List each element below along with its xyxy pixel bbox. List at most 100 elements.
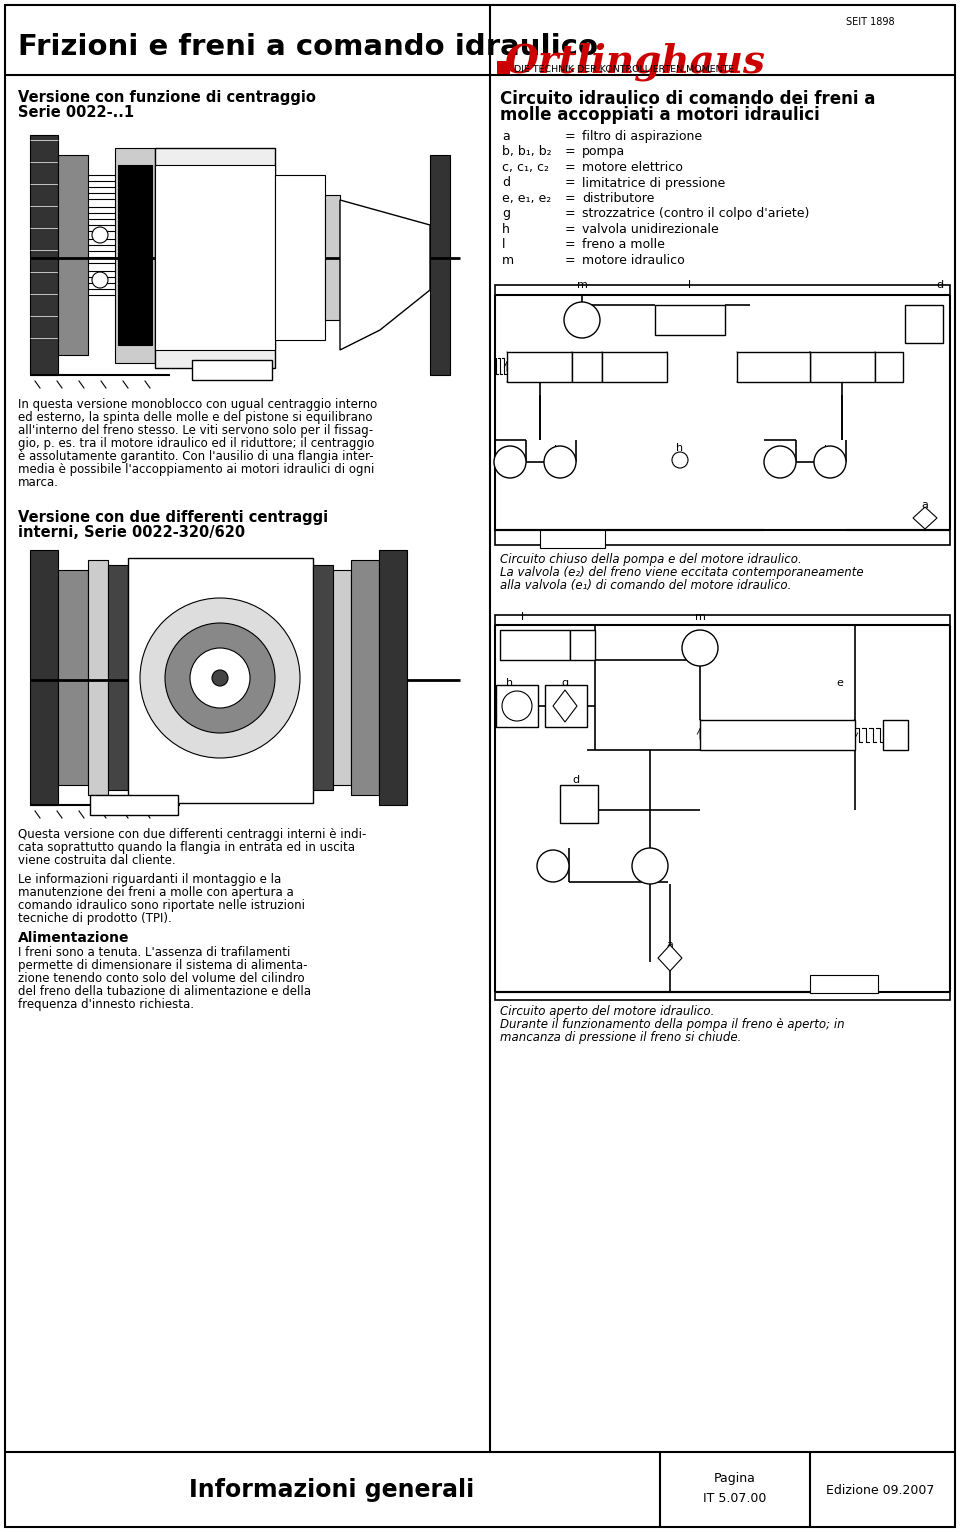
- Text: IT 5.07.00: IT 5.07.00: [704, 1492, 767, 1504]
- Text: all'interno del freno stesso. Le viti servono solo per il fissag-: all'interno del freno stesso. Le viti se…: [18, 424, 373, 437]
- Bar: [58, 570, 88, 784]
- Text: Versione con funzione di centraggio: Versione con funzione di centraggio: [18, 90, 316, 106]
- Text: SEIT 1898: SEIT 1898: [846, 17, 895, 28]
- Text: g: g: [502, 207, 510, 221]
- Bar: [192, 360, 272, 380]
- Text: M: M: [505, 457, 515, 467]
- Text: =: =: [564, 239, 575, 251]
- Circle shape: [494, 446, 526, 478]
- Bar: [58, 155, 88, 355]
- Circle shape: [564, 302, 600, 339]
- Bar: [118, 165, 152, 345]
- Bar: [655, 305, 725, 336]
- Text: b₁: b₁: [554, 444, 565, 455]
- Text: a: a: [922, 499, 928, 510]
- Circle shape: [165, 624, 275, 732]
- Text: tecniche di prodotto (TPI).: tecniche di prodotto (TPI).: [18, 912, 172, 925]
- Text: ed esterno, la spinta delle molle e del pistone si equilibrano: ed esterno, la spinta delle molle e del …: [18, 411, 372, 424]
- Text: motore idraulico: motore idraulico: [582, 254, 684, 267]
- Text: Pagina: Pagina: [714, 1472, 756, 1485]
- Text: manutenzione dei freni a molle con apertura a: manutenzione dei freni a molle con apert…: [18, 885, 294, 899]
- Circle shape: [92, 273, 108, 288]
- Text: Durante il funzionamento della pompa il freno è aperto; in: Durante il funzionamento della pompa il …: [500, 1017, 845, 1031]
- Text: =: =: [564, 254, 575, 267]
- Text: cata soprattutto quando la flangia in entrata ed in uscita: cata soprattutto quando la flangia in en…: [18, 841, 355, 853]
- Bar: [507, 352, 572, 381]
- Text: Frizioni e freni a comando idraulico: Frizioni e freni a comando idraulico: [18, 34, 598, 61]
- Text: e, e₁, e₂: e, e₁, e₂: [502, 192, 551, 205]
- Bar: [810, 352, 875, 381]
- Text: c, c₁, c₂: c, c₁, c₂: [502, 161, 549, 175]
- Text: Edizione 09.2007: Edizione 09.2007: [826, 1483, 934, 1497]
- Text: Bl.860: Bl.860: [826, 977, 863, 988]
- Circle shape: [764, 446, 796, 478]
- Bar: [700, 720, 855, 751]
- Circle shape: [92, 227, 108, 244]
- Circle shape: [632, 849, 668, 884]
- Text: h: h: [677, 443, 684, 453]
- Text: Informazioni generali: Informazioni generali: [189, 1478, 474, 1501]
- Text: a: a: [502, 130, 510, 142]
- Bar: [810, 974, 878, 993]
- Bar: [540, 530, 605, 548]
- Text: Versione con due differenti centraggi: Versione con due differenti centraggi: [18, 510, 328, 525]
- Text: =: =: [564, 130, 575, 142]
- Circle shape: [140, 597, 300, 758]
- Bar: [379, 550, 407, 804]
- Text: Questa versione con due differenti centraggi interni è indi-: Questa versione con due differenti centr…: [18, 827, 367, 841]
- Bar: [128, 558, 313, 803]
- Bar: [602, 352, 667, 381]
- Text: è assolutamente garantito. Con l'ausilio di una flangia inter-: è assolutamente garantito. Con l'ausilio…: [18, 450, 373, 463]
- Polygon shape: [913, 507, 937, 529]
- Text: b₂: b₂: [825, 444, 836, 455]
- Polygon shape: [553, 689, 577, 722]
- Bar: [560, 784, 598, 823]
- Bar: [905, 305, 943, 343]
- Bar: [313, 565, 333, 791]
- Text: interni, Serie 0022-320/620: interni, Serie 0022-320/620: [18, 525, 245, 539]
- Bar: [883, 720, 908, 751]
- Text: valvola unidirezionale: valvola unidirezionale: [582, 224, 719, 236]
- Text: del freno della tubazione di alimentazione e della: del freno della tubazione di alimentazio…: [18, 985, 311, 997]
- Text: b, b₁, b₂: b, b₁, b₂: [502, 146, 552, 158]
- Bar: [495, 285, 950, 545]
- Text: zione tenendo conto solo del volume del cilindro: zione tenendo conto solo del volume del …: [18, 971, 304, 985]
- Text: gio, p. es. tra il motore idraulico ed il riduttore; il centraggio: gio, p. es. tra il motore idraulico ed i…: [18, 437, 374, 450]
- Text: Bl. 1579: Bl. 1579: [105, 798, 163, 810]
- Text: =: =: [564, 146, 575, 158]
- Text: alla valvola (e₁) di comando del motore idraulico.: alla valvola (e₁) di comando del motore …: [500, 579, 791, 591]
- Text: motore elettrico: motore elettrico: [582, 161, 683, 175]
- Text: Alimentazione: Alimentazione: [18, 931, 130, 945]
- Polygon shape: [658, 945, 682, 971]
- Text: M: M: [548, 861, 558, 872]
- Text: l: l: [502, 239, 506, 251]
- Bar: [497, 61, 510, 74]
- Text: h: h: [502, 224, 510, 236]
- Text: m: m: [502, 254, 515, 267]
- Text: La valvola (e₂) del freno viene eccitata contemporaneamente: La valvola (e₂) del freno viene eccitata…: [500, 565, 864, 579]
- Text: M: M: [775, 457, 785, 467]
- Circle shape: [672, 452, 688, 467]
- Text: permette di dimensionare il sistema di alimenta-: permette di dimensionare il sistema di a…: [18, 959, 307, 971]
- Text: m: m: [577, 280, 588, 290]
- Text: Le informazioni riguardanti il montaggio e la: Le informazioni riguardanti il montaggio…: [18, 873, 281, 885]
- Text: Circuito idraulico di comando dei freni a: Circuito idraulico di comando dei freni …: [500, 90, 876, 107]
- Text: m: m: [695, 611, 706, 622]
- Text: c: c: [550, 852, 556, 863]
- Text: d: d: [502, 176, 510, 190]
- Text: l: l: [521, 611, 524, 622]
- Circle shape: [544, 446, 576, 478]
- Text: =: =: [564, 161, 575, 175]
- Text: Bl. 931: Bl. 931: [207, 363, 256, 375]
- Bar: [333, 570, 351, 784]
- Text: =: =: [564, 207, 575, 221]
- Text: =: =: [564, 192, 575, 205]
- Bar: [875, 352, 903, 381]
- Bar: [155, 165, 275, 349]
- Text: DIE TECHNIK DER KONTROLLIERTEN MOMENTE: DIE TECHNIK DER KONTROLLIERTEN MOMENTE: [514, 64, 734, 74]
- Bar: [737, 352, 810, 381]
- Text: d: d: [936, 280, 944, 290]
- Text: filtro di aspirazione: filtro di aspirazione: [582, 130, 702, 142]
- Text: viene costruita dal cliente.: viene costruita dal cliente.: [18, 853, 176, 867]
- Text: e: e: [836, 679, 844, 688]
